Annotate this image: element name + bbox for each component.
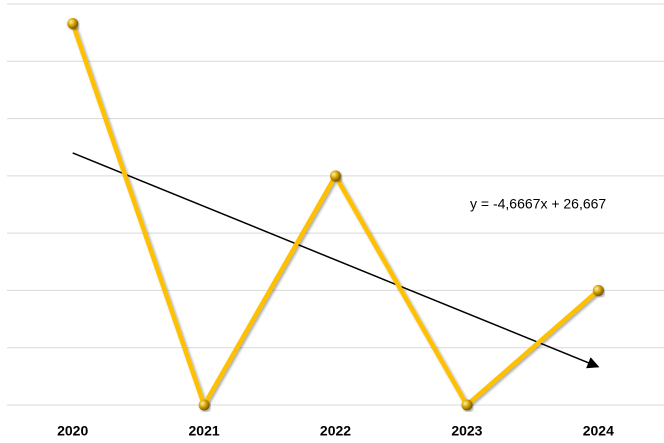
data-point	[330, 170, 341, 182]
data-point	[592, 284, 604, 296]
trendline	[72, 152, 600, 369]
data-point	[461, 399, 473, 411]
x-tick-label: 2024	[583, 423, 614, 439]
data-point	[67, 17, 79, 29]
x-tick-label: 2020	[57, 423, 88, 439]
x-tick-label: 2023	[451, 423, 482, 439]
x-tick-label: 2022	[320, 423, 351, 439]
trendline-label: y = -4,6667x + 26,667	[470, 196, 606, 212]
x-tick-label: 2021	[189, 423, 220, 439]
data-point	[198, 399, 210, 411]
